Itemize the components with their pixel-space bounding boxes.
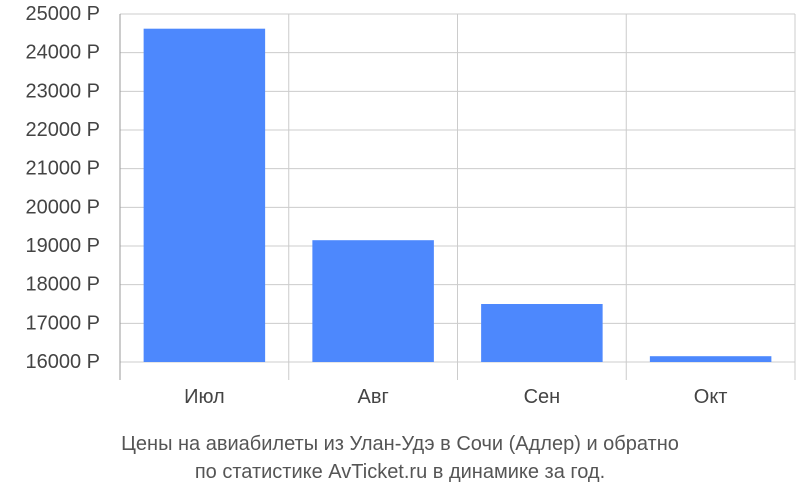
x-tick-label: Сен (524, 386, 561, 408)
y-tick-label: 24000 Р (25, 42, 100, 64)
bar-4 (649, 356, 772, 362)
y-tick-label: 23000 Р (25, 80, 100, 102)
y-tick-label: 19000 Р (25, 235, 100, 257)
price-bar-chart: 16000 Р 17000 Р 18000 Р 19000 Р 20000 Р 21000… (25, 3, 796, 408)
x-tick-labels: Июл Авг Сен Окт (184, 386, 727, 408)
y-tick-label: 16000 Р (25, 351, 100, 373)
bar-3 (481, 304, 603, 362)
y-tick-label: 20000 Р (25, 196, 100, 218)
x-tick-label: Авг (357, 386, 388, 408)
y-tick-labels: 16000 Р 17000 Р 18000 Р 19000 Р 20000 Р 21000… (25, 3, 100, 373)
y-tick-label: 17000 Р (25, 312, 100, 334)
y-tick-label: 25000 Р (25, 3, 100, 25)
y-tick-label: 18000 Р (25, 274, 100, 296)
x-tick-label: Июл (184, 386, 225, 408)
y-tick-label: 22000 Р (25, 119, 100, 141)
x-tick-label: Окт (694, 386, 728, 408)
y-tick-label: 21000 Р (25, 158, 100, 180)
bar-1 (143, 28, 266, 363)
chart-caption-line-2: по статистике AvTicket.ru в динамике за … (194, 461, 606, 483)
chart-caption-line-1: Цены на авиабилеты из Улан-Удэ в Сочи (А… (121, 433, 679, 455)
bars (143, 28, 772, 363)
bar-2 (312, 240, 434, 362)
